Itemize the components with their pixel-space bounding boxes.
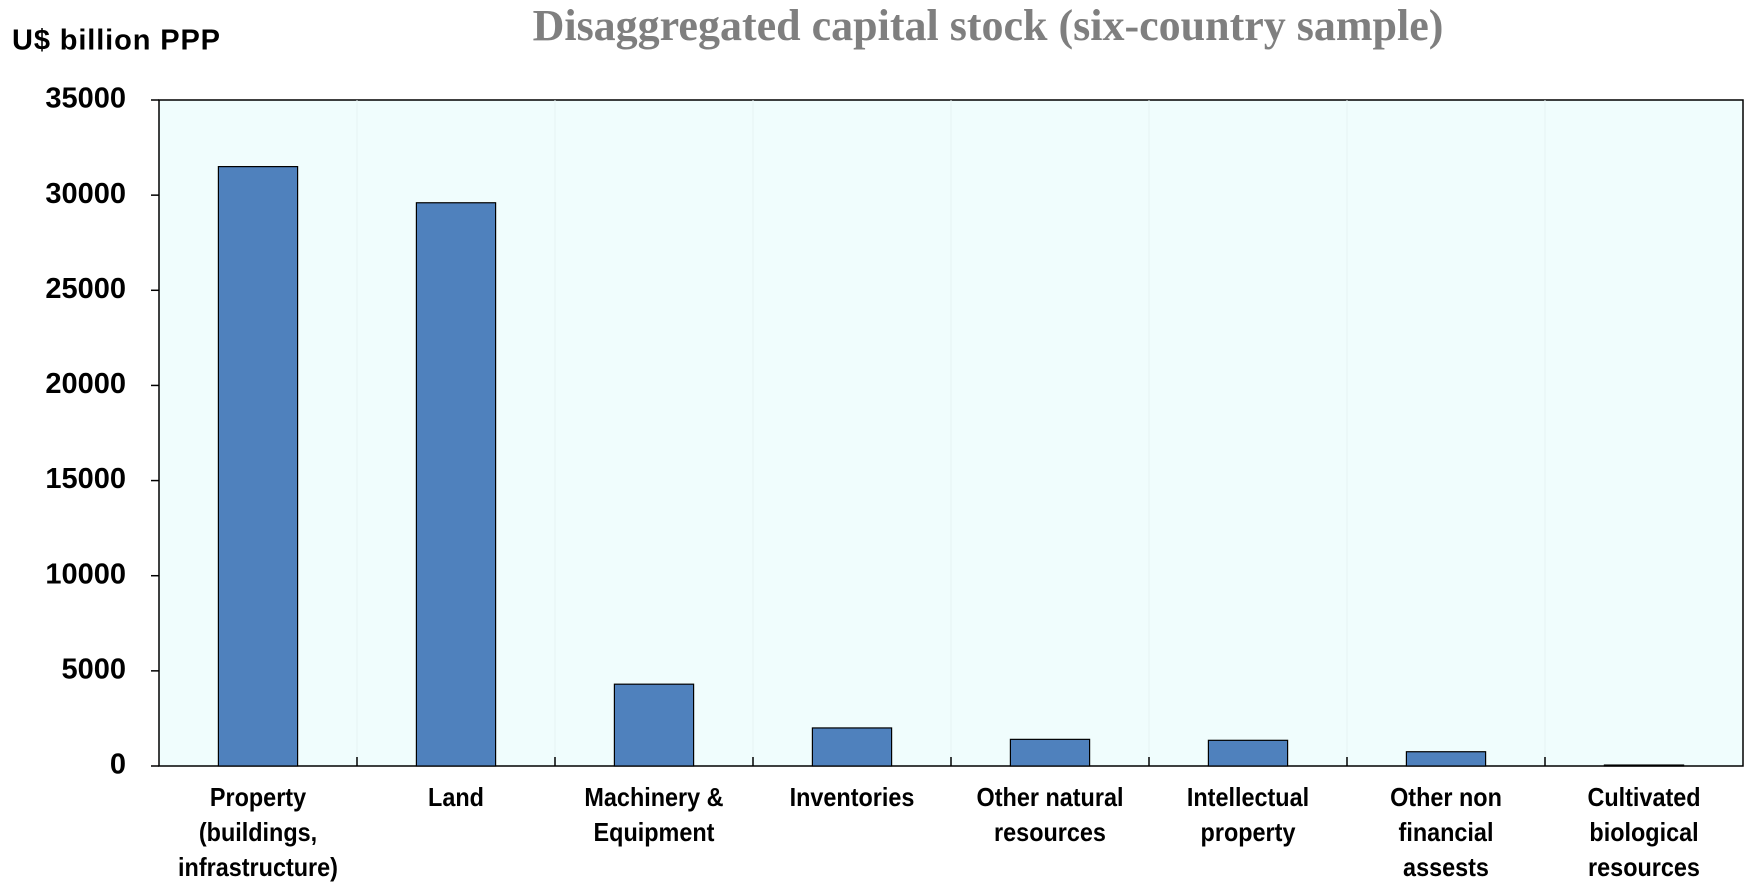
x-tick-label: Cultivated biological resources [1587,782,1701,882]
bar [415,202,497,767]
y-tick-label: 0 [110,749,126,781]
y-tick-label: 35000 [45,83,126,115]
bar [1405,751,1487,767]
y-tick-label: 10000 [45,558,126,590]
x-tick-label: Other non financial assests [1390,782,1502,882]
y-tick-label: 30000 [45,178,126,210]
bar [613,683,695,767]
x-tick-label: Property (buildings, infrastructure) [178,782,338,882]
bar [1207,739,1289,767]
bar [217,166,299,767]
x-tick-label: Machinery & Equipment [584,782,724,847]
y-tick-label: 5000 [61,654,126,686]
y-tick-label: 20000 [45,368,126,400]
y-tick-label: 15000 [45,463,126,495]
x-tick-label: Other natural resources [976,782,1124,847]
bar [1009,738,1091,767]
x-tick-label: Land [428,782,484,812]
chart-title: Disaggregated capital stock (six-country… [533,1,1444,50]
bar [811,727,893,767]
x-tick-label: Intellectual property [1186,782,1310,847]
y-tick-label: 25000 [45,273,126,305]
y-axis-label: U$ billion PPP [12,25,220,57]
bar [1603,764,1685,767]
x-tick-label: Inventories [789,782,915,812]
